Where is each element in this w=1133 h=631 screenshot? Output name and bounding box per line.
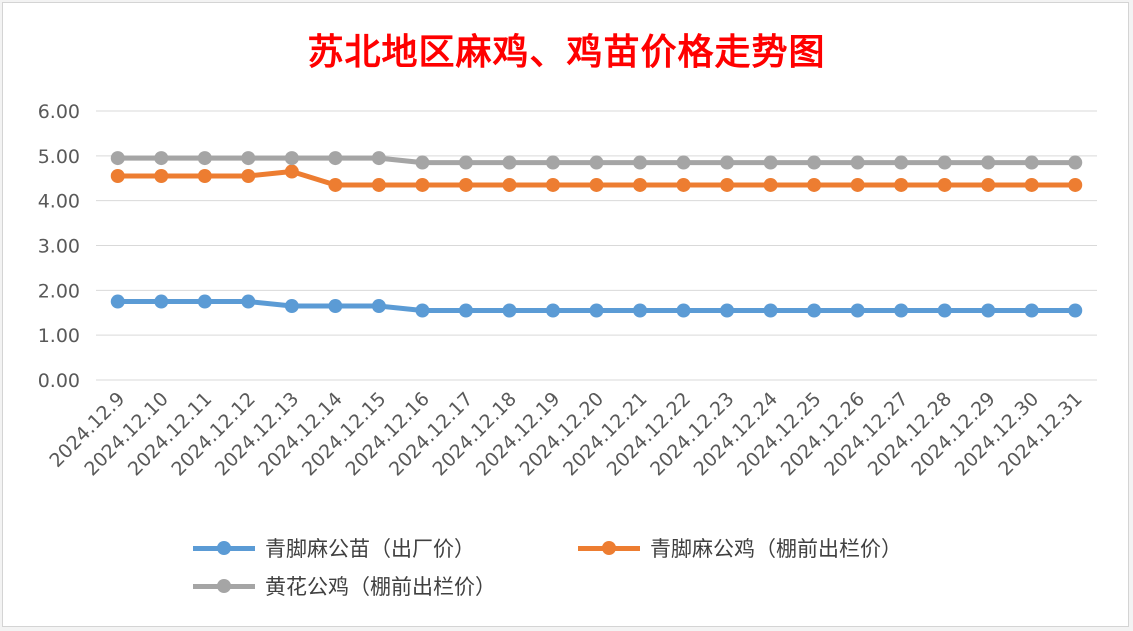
series-point-1	[415, 303, 430, 318]
chart-title: 苏北地区麻鸡、鸡苗价格走势图	[307, 31, 826, 73]
series-point-3	[110, 151, 125, 166]
legend-label-3: 黄花公鸡（棚前出栏价）	[265, 575, 496, 599]
series-point-3	[589, 155, 604, 170]
series-point-3	[894, 155, 909, 170]
series-point-3	[981, 155, 996, 170]
series-point-3	[807, 155, 822, 170]
series-point-3	[502, 155, 517, 170]
y-tick-label: 5.00	[38, 146, 80, 168]
series-point-3	[458, 155, 473, 170]
series-point-2	[1024, 177, 1039, 192]
series-point-1	[545, 303, 560, 318]
series-point-3	[284, 151, 299, 166]
series-point-2	[154, 169, 169, 184]
series-point-1	[981, 303, 996, 318]
series-point-2	[981, 177, 996, 192]
series-point-2	[763, 177, 778, 192]
series-point-2	[589, 177, 604, 192]
series-point-3	[720, 155, 735, 170]
y-tick-label: 2.00	[38, 280, 80, 302]
series-point-2	[110, 169, 125, 184]
series-point-3	[415, 155, 430, 170]
series-point-1	[894, 303, 909, 318]
series-point-1	[197, 294, 212, 309]
series-point-1	[633, 303, 648, 318]
series-point-3	[154, 151, 169, 166]
series-point-1	[458, 303, 473, 318]
series-point-2	[458, 177, 473, 192]
series-point-2	[415, 177, 430, 192]
series-point-1	[1068, 303, 1083, 318]
series-point-1	[241, 294, 256, 309]
series-point-2	[197, 169, 212, 184]
series-point-2	[1068, 177, 1083, 192]
series-point-2	[284, 164, 299, 179]
series-point-3	[850, 155, 865, 170]
series-point-2	[720, 177, 735, 192]
series-point-2	[807, 177, 822, 192]
series-point-1	[850, 303, 865, 318]
series-point-3	[676, 155, 691, 170]
series-point-3	[545, 155, 560, 170]
legend-marker-2	[578, 541, 640, 555]
series-point-1	[589, 303, 604, 318]
series-point-2	[502, 177, 517, 192]
series-point-3	[633, 155, 648, 170]
legend-label-1: 青脚麻公苗（出厂价）	[265, 537, 475, 561]
series-point-3	[371, 151, 386, 166]
legend-item-3: 黄花公鸡（棚前出栏价）	[193, 571, 496, 601]
series-point-2	[241, 169, 256, 184]
series-point-3	[1068, 155, 1083, 170]
y-tick-label: 6.00	[38, 101, 80, 123]
series-point-1	[154, 294, 169, 309]
series-point-1	[807, 303, 822, 318]
series-point-1	[284, 299, 299, 314]
series-point-1	[1024, 303, 1039, 318]
series-point-2	[633, 177, 648, 192]
series-point-2	[850, 177, 865, 192]
series-point-2	[328, 177, 343, 192]
series-point-1	[502, 303, 517, 318]
series-point-2	[894, 177, 909, 192]
series-point-1	[371, 299, 386, 314]
series-point-2	[937, 177, 952, 192]
series-point-3	[241, 151, 256, 166]
y-tick-label: 0.00	[38, 370, 80, 392]
series-point-2	[545, 177, 560, 192]
series-point-1	[328, 299, 343, 314]
series-point-3	[197, 151, 212, 166]
y-tick-label: 1.00	[38, 325, 80, 347]
series-point-1	[937, 303, 952, 318]
y-tick-label: 3.00	[38, 236, 80, 258]
legend-label-2: 青脚麻公鸡（棚前出栏价）	[650, 537, 902, 561]
series-point-1	[110, 294, 125, 309]
series-point-3	[763, 155, 778, 170]
series-point-1	[676, 303, 691, 318]
series-point-1	[763, 303, 778, 318]
legend-marker-1	[193, 541, 255, 555]
series-point-2	[676, 177, 691, 192]
legend-marker-3	[193, 579, 255, 593]
series-point-3	[1024, 155, 1039, 170]
series-point-3	[937, 155, 952, 170]
series-point-3	[328, 151, 343, 166]
legend-item-2: 青脚麻公鸡（棚前出栏价）	[578, 533, 902, 563]
series-point-2	[371, 177, 386, 192]
legend-item-1: 青脚麻公苗（出厂价）	[193, 533, 475, 563]
plot-area: 0.001.002.003.004.005.006.002024.12.9202…	[38, 101, 1097, 480]
series-point-1	[720, 303, 735, 318]
y-tick-label: 4.00	[38, 191, 80, 213]
